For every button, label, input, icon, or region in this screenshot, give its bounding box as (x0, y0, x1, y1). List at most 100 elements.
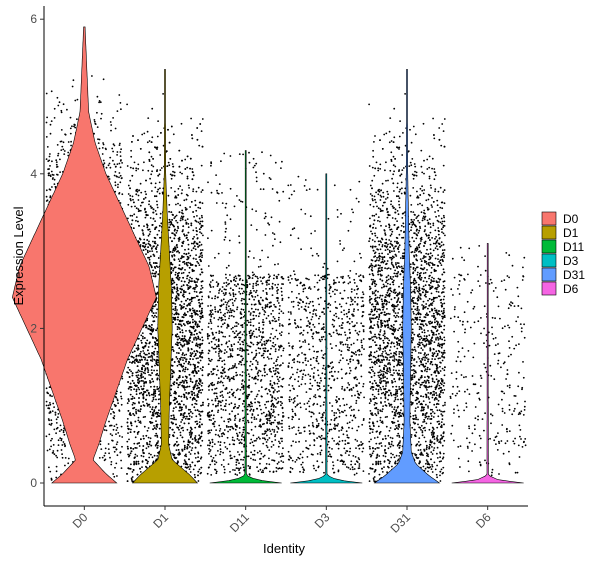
data-point-D1 (185, 353, 188, 356)
data-point-D1 (191, 438, 194, 440)
data-point-D1 (158, 409, 160, 412)
data-point-D0 (45, 195, 48, 198)
data-point-D1 (197, 221, 200, 224)
data-point-D1 (182, 376, 184, 378)
data-point-D0 (55, 476, 58, 479)
data-point-D0 (76, 118, 78, 121)
data-point-D0 (74, 124, 76, 126)
data-point-D1 (181, 329, 184, 332)
data-point-D1 (154, 182, 157, 185)
data-point-D1 (156, 203, 159, 206)
data-point-D1 (148, 233, 151, 236)
data-point-D1 (151, 421, 154, 424)
data-point-D1 (142, 435, 145, 437)
data-point-D0 (113, 425, 116, 427)
data-point-D0 (96, 126, 99, 128)
data-point-D1 (133, 213, 136, 216)
data-point-D0 (108, 420, 110, 423)
data-point-D0 (49, 195, 52, 198)
data-point-D0 (54, 414, 57, 416)
data-point-D0 (112, 446, 115, 449)
data-point-D1 (177, 258, 180, 260)
data-point-D0 (119, 160, 122, 162)
data-point-D1 (144, 358, 146, 361)
data-point-D1 (198, 264, 201, 266)
data-point-D1 (195, 227, 198, 229)
data-point-D0 (116, 151, 119, 153)
data-point-D1 (127, 366, 130, 369)
data-point-D0 (98, 101, 100, 104)
data-point-D1 (137, 462, 140, 465)
data-point-D0 (50, 478, 53, 481)
data-point-D1 (183, 362, 186, 365)
data-point-D0 (46, 392, 49, 394)
data-point-D0 (115, 448, 118, 451)
data-point-D1 (192, 318, 194, 321)
data-point-D0 (50, 422, 53, 425)
data-point-D0 (111, 147, 114, 150)
data-point-D1 (193, 236, 196, 238)
data-point-D0 (67, 141, 70, 143)
data-point-D1 (176, 352, 178, 354)
data-point-D1 (154, 364, 156, 367)
data-point-D0 (45, 158, 48, 161)
data-point-D0 (52, 177, 54, 179)
data-point-D1 (172, 268, 175, 270)
data-point-D1 (181, 331, 184, 334)
data-point-D1 (167, 161, 170, 164)
data-point-D0 (110, 413, 112, 415)
data-point-D1 (189, 276, 192, 279)
data-point-D0 (119, 142, 121, 145)
data-point-D1 (193, 406, 196, 409)
data-point-D0 (47, 172, 50, 175)
data-point-D0 (57, 413, 60, 415)
data-point-D1 (181, 189, 184, 191)
data-point-D1 (186, 428, 189, 431)
data-point-D0 (119, 151, 122, 153)
data-point-D1 (152, 316, 155, 319)
data-point-D0 (113, 417, 115, 420)
data-point-D1 (195, 337, 198, 339)
data-point-D1 (189, 446, 191, 448)
data-point-D1 (188, 451, 191, 453)
data-point-D0 (104, 425, 107, 428)
data-point-D0 (63, 433, 66, 436)
data-point-D0 (49, 153, 51, 155)
data-point-D0 (116, 163, 119, 166)
data-point-D1 (135, 393, 138, 396)
data-point-D0 (107, 443, 110, 445)
data-point-D0 (114, 446, 116, 449)
data-point-D1 (195, 190, 198, 193)
data-point-D1 (194, 435, 197, 437)
data-point-D0 (119, 391, 122, 394)
data-point-D1 (187, 243, 190, 246)
data-point-D1 (137, 386, 140, 389)
data-point-D0 (53, 183, 56, 186)
data-point-D0 (62, 141, 65, 144)
data-point-D0 (119, 181, 122, 184)
data-point-D0 (114, 166, 117, 168)
data-point-D0 (114, 184, 117, 187)
data-point-D0 (118, 192, 121, 194)
data-point-D1 (193, 215, 196, 218)
data-point-D0 (60, 449, 63, 451)
data-point-D0 (116, 154, 118, 156)
data-point-D0 (112, 428, 115, 431)
data-point-D1 (129, 393, 132, 396)
data-point-D0 (105, 429, 108, 432)
data-point-D0 (112, 143, 115, 146)
data-point-D1 (175, 219, 178, 222)
data-point-D0 (120, 467, 123, 469)
data-point-D0 (110, 424, 113, 427)
data-point-D1 (137, 163, 140, 166)
data-point-D0 (45, 200, 48, 202)
data-point-D1 (170, 177, 173, 180)
data-point-D1 (150, 164, 153, 167)
data-point-D0 (61, 453, 63, 455)
data-point-D0 (115, 443, 118, 446)
data-point-D0 (114, 395, 117, 398)
data-point-D1 (192, 468, 195, 471)
data-point-D1 (131, 351, 134, 354)
data-point-D1 (130, 424, 133, 427)
data-point-D1 (170, 417, 173, 420)
